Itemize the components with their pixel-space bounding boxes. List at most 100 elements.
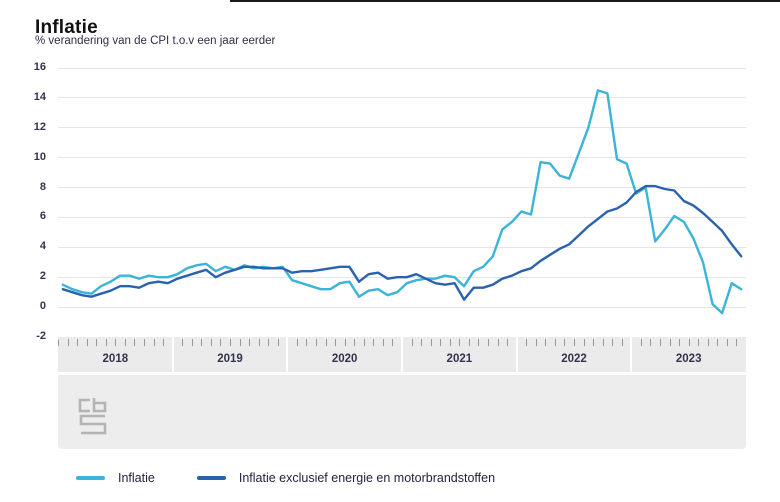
top-rule xyxy=(230,0,780,2)
month-tick xyxy=(488,339,489,346)
y-axis-label: 0 xyxy=(39,300,46,313)
gridline xyxy=(58,187,746,189)
core-inflatie-line-swatch xyxy=(196,476,226,480)
month-tick xyxy=(230,339,231,346)
gridline xyxy=(58,157,746,159)
legend: Inflatie Inflatie exclusief energie en m… xyxy=(58,471,495,485)
line-chart xyxy=(61,89,743,315)
y-axis-label: 8 xyxy=(39,180,46,193)
x-axis-year-label: 2019 xyxy=(217,353,243,365)
gridline xyxy=(58,67,746,69)
month-tick xyxy=(650,339,652,346)
month-tick xyxy=(105,339,107,346)
month-tick xyxy=(602,339,604,346)
month-tick xyxy=(325,339,327,346)
month-tick xyxy=(526,339,528,346)
month-tick xyxy=(593,339,595,346)
month-tick xyxy=(612,339,614,346)
month-tick xyxy=(134,339,136,346)
core-inflation-line xyxy=(61,184,743,301)
y-axis-label: 14 xyxy=(33,90,46,103)
x-axis-year-label: 2023 xyxy=(675,353,702,365)
gridline xyxy=(58,97,746,99)
month-tick xyxy=(191,339,193,346)
month-tick xyxy=(411,339,413,346)
month-tick xyxy=(459,339,461,346)
month-tick xyxy=(640,339,642,346)
legend-label: Inflatie exclusief energie en motorbrand… xyxy=(238,471,496,485)
month-tick xyxy=(144,339,145,346)
month-tick xyxy=(77,339,79,346)
month-tick xyxy=(153,339,155,346)
month-tick xyxy=(239,339,241,346)
month-tick xyxy=(58,339,59,346)
month-tick xyxy=(344,339,346,346)
month-tick xyxy=(86,339,88,346)
y-axis-label: 12 xyxy=(33,120,46,133)
month-tick xyxy=(507,339,509,346)
month-tick xyxy=(679,339,681,346)
gridline xyxy=(58,127,746,129)
month-tick xyxy=(430,339,432,346)
year-separator xyxy=(171,337,174,372)
y-axis-label: 10 xyxy=(33,150,46,163)
month-tick xyxy=(335,339,337,346)
cbs-logo-icon xyxy=(78,398,107,435)
legend-item-inflatie-exclusief: Inflatie exclusief energie en motorbrand… xyxy=(196,471,496,485)
month-tick xyxy=(210,339,212,346)
month-tick xyxy=(163,339,165,346)
legend-item-inflatie: Inflatie xyxy=(58,471,155,485)
x-axis: 2018 2019 2020 2021 2022 2023 xyxy=(58,337,746,372)
month-tick xyxy=(268,339,270,346)
month-tick xyxy=(201,339,203,346)
inflation-line xyxy=(61,89,743,315)
month-tick xyxy=(621,339,623,346)
month-tick xyxy=(96,339,98,346)
year-separator xyxy=(630,337,633,372)
month-tick xyxy=(583,339,585,346)
gridline xyxy=(58,306,746,308)
month-tick xyxy=(67,339,69,346)
x-axis-year-label: 2022 xyxy=(561,353,587,365)
gridline xyxy=(58,216,746,218)
year-separator xyxy=(401,337,403,372)
page-subtitle: % verandering van de CPI t.o.v een jaar … xyxy=(35,35,276,47)
gridline xyxy=(58,246,746,248)
month-tick xyxy=(440,339,442,346)
month-tick xyxy=(688,339,690,346)
month-tick xyxy=(707,339,709,346)
x-axis-year-label: 2021 xyxy=(446,353,473,365)
x-axis-year-label: 2020 xyxy=(331,353,358,365)
month-tick xyxy=(220,339,222,346)
month-tick xyxy=(726,339,728,346)
month-tick xyxy=(669,339,671,346)
plot-area xyxy=(58,67,746,338)
month-tick xyxy=(497,339,499,346)
month-tick xyxy=(736,339,738,346)
chart-footer xyxy=(58,375,746,449)
month-tick xyxy=(554,339,556,346)
year-separator xyxy=(286,337,289,372)
x-axis-year-label: 2018 xyxy=(102,353,129,365)
month-tick xyxy=(535,339,537,346)
month-tick xyxy=(574,339,575,346)
month-tick xyxy=(421,339,423,346)
month-tick xyxy=(698,339,700,346)
year-separator xyxy=(515,337,518,372)
month-tick xyxy=(373,339,375,346)
month-tick xyxy=(468,339,470,346)
y-axis-label: -2 xyxy=(36,330,46,342)
month-tick xyxy=(316,339,317,346)
month-tick xyxy=(124,339,126,346)
month-tick xyxy=(382,339,384,346)
month-tick xyxy=(258,339,260,346)
y-axis-label: 4 xyxy=(39,240,46,253)
y-axis-label: 16 xyxy=(33,61,46,73)
month-tick xyxy=(478,339,480,346)
y-axis-label: 6 xyxy=(39,210,46,223)
month-tick xyxy=(115,339,117,346)
month-tick xyxy=(363,339,365,346)
chart-menu-button[interactable] xyxy=(736,5,756,25)
page-title: Inflatie xyxy=(35,16,98,38)
month-tick xyxy=(449,339,451,346)
